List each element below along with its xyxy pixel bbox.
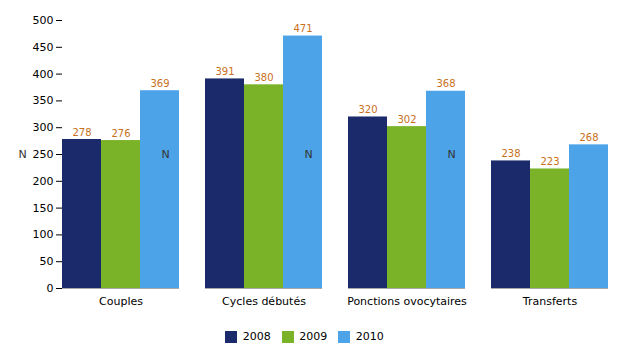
svg-text:150: 150 [33,202,54,215]
svg-text:450: 450 [33,41,54,54]
svg-text:278: 278 [72,127,91,138]
svg-text:302: 302 [397,114,416,125]
svg-text:223: 223 [540,156,559,167]
html-text:2010: 2010 [355,330,384,343]
svg-text:50: 50 [40,255,54,268]
svg-text:268: 268 [579,132,598,143]
svg-text:0: 0 [47,282,54,295]
svg-text:N: N [162,148,170,161]
svg-text:N: N [448,148,456,161]
svg-text:N: N [305,148,313,161]
svg-text:400: 400 [33,68,54,81]
svg-text:300: 300 [33,121,54,134]
svg-text:250: 250 [33,148,54,161]
svg-text:369: 369 [150,78,169,89]
svg-text:100: 100 [33,228,54,241]
svg-text:238: 238 [501,148,520,159]
svg-text:200: 200 [33,175,54,188]
svg-text:320: 320 [358,104,377,115]
svg-text:471: 471 [293,23,312,34]
svg-text:368: 368 [436,78,455,89]
svg-text:350: 350 [33,94,54,107]
svg-text:391: 391 [215,66,234,77]
svg-text:Transferts: Transferts [522,295,578,308]
svg-text:276: 276 [111,128,130,139]
svg-text:Cycles débutés: Cycles débutés [222,295,306,308]
svg-text:500: 500 [33,14,54,27]
svg-text:N: N [19,148,27,161]
svg-text:Couples: Couples [99,295,143,308]
svg-text:Ponctions ovocytaires: Ponctions ovocytaires [347,295,467,308]
html-text:2008: 2008 [242,330,271,343]
svg-text:380: 380 [254,72,273,83]
html-text:2009: 2009 [299,330,328,343]
